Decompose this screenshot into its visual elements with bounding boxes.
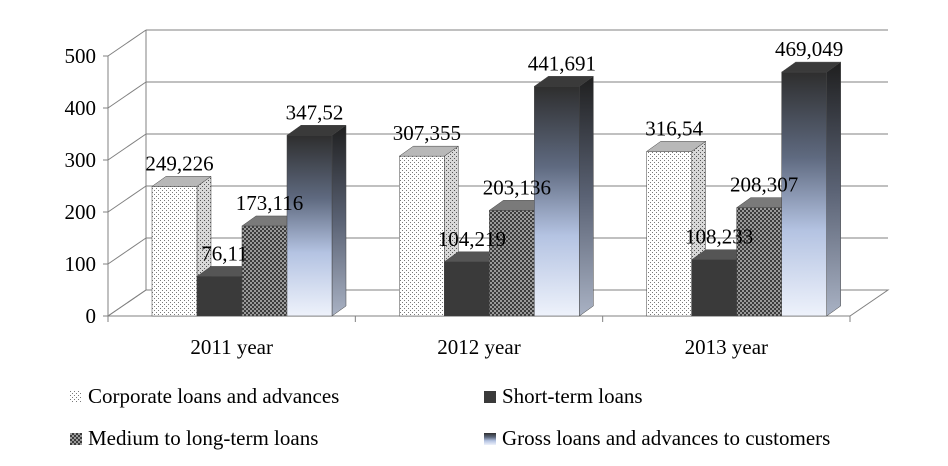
bar-front	[241, 225, 288, 317]
gridline-side	[107, 185, 147, 213]
data-label: 173,116	[236, 191, 303, 215]
data-label: 316,54	[645, 116, 703, 140]
legend-label-short-term: Short-term loans	[502, 384, 643, 408]
data-label: 469,049	[775, 37, 843, 61]
data-label: 208,307	[730, 173, 798, 197]
legend: Corporate loans and advances Short-term …	[0, 378, 948, 458]
gridline-side	[107, 237, 147, 265]
legend-item-gross: Gross loans and advances to customers	[484, 426, 830, 451]
bar-top	[780, 61, 842, 73]
bar-top	[533, 76, 595, 87]
bar-top	[286, 125, 347, 136]
legend-label-medium-long: Medium to long-term loans	[88, 426, 319, 450]
gridline-side	[107, 29, 147, 57]
bar	[533, 75, 595, 317]
bar-side	[331, 124, 347, 317]
bar	[780, 61, 842, 317]
legend-item-medium-long: Medium to long-term loans	[70, 426, 318, 451]
gridline-side	[107, 81, 147, 109]
bar-top	[645, 141, 707, 152]
y-tick-label: 500	[65, 44, 97, 68]
bar	[398, 145, 460, 317]
x-tick-label: 2013 year	[685, 335, 768, 359]
x-tick-label: 2012 year	[437, 335, 520, 359]
bar-front	[399, 155, 445, 317]
bar	[286, 124, 347, 317]
legend-label-corporate: Corporate loans and advances	[88, 384, 340, 408]
legend-swatch-gross	[484, 432, 496, 445]
data-label: 108,233	[685, 225, 753, 249]
data-label: 307,355	[393, 121, 461, 145]
bar-front	[444, 261, 490, 317]
bar-top	[398, 145, 460, 157]
y-tick-label: 300	[65, 148, 97, 172]
gridline-side	[107, 133, 147, 161]
data-label: 104,219	[438, 227, 506, 251]
legend-label-gross: Gross loans and advances to customers	[502, 426, 831, 450]
y-tick-label: 400	[65, 96, 97, 120]
bar-front	[489, 210, 535, 317]
bar-front	[534, 86, 580, 317]
bar-front	[646, 151, 692, 317]
legend-item-corporate: Corporate loans and advances	[70, 384, 339, 409]
bar-front	[736, 207, 782, 317]
bar-front	[151, 186, 198, 317]
bar-top	[151, 176, 212, 187]
legend-swatch-medium-long	[70, 432, 82, 445]
data-label: 76,11	[201, 241, 247, 265]
data-label: 203,136	[483, 175, 551, 199]
x-tick-label: 2011 year	[190, 335, 273, 359]
y-tick-label: 200	[65, 200, 97, 224]
legend-item-short-term: Short-term loans	[484, 384, 643, 409]
bar-front	[781, 71, 827, 317]
legend-swatch-short-term	[484, 390, 496, 403]
chart: 0 100 200 300 400 500 2011 year 2012 year 2013 y…	[65, 29, 890, 359]
data-label: 249,226	[145, 151, 213, 175]
data-label: 441,691	[528, 51, 596, 75]
legend-swatch-corporate	[70, 390, 82, 403]
y-tick-label: 100	[65, 252, 97, 276]
bar-front	[691, 259, 737, 317]
bar-side	[826, 61, 841, 317]
data-label: 347,52	[286, 100, 344, 124]
bar-front	[286, 135, 333, 317]
bar-side	[579, 75, 594, 317]
bar-front	[196, 276, 243, 317]
y-tick-label: 0	[86, 304, 97, 328]
